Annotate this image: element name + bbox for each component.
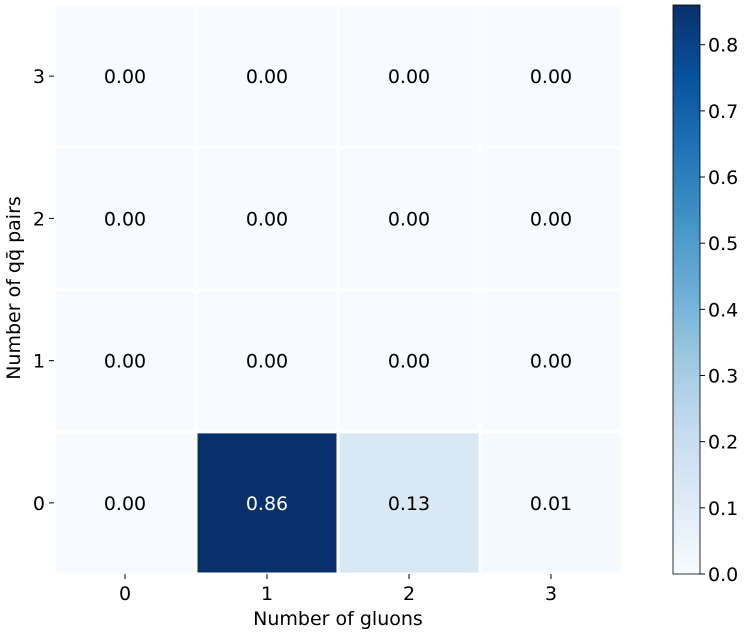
x-tick-label: 0 <box>119 583 131 605</box>
heatmap-cell <box>194 430 340 576</box>
cell-value-label: 0.01 <box>530 493 572 515</box>
colorbar-tick-label: 0.3 <box>708 366 738 388</box>
cell-value-label: 0.00 <box>530 351 572 373</box>
cell-value-label: 0.00 <box>246 66 288 88</box>
colorbar-gradient <box>672 4 701 575</box>
x-axis: 0 1 2 3 <box>119 574 557 605</box>
heatmap-cell-labels: 0.00 0.86 0.13 0.01 0.00 0.00 0.00 0.00 0.00 0.00… <box>104 66 572 515</box>
colorbar-tick-label: 0.4 <box>708 299 738 321</box>
heatmap-cell <box>478 288 624 434</box>
cell-value-label: 0.00 <box>530 66 572 88</box>
y-tick-label: 1 <box>33 351 45 373</box>
heatmap-cell <box>478 430 624 576</box>
cell-value-label: 0.00 <box>104 208 146 230</box>
cell-value-label: 0.00 <box>530 208 572 230</box>
heatmap-cell <box>336 288 482 434</box>
cell-value-label: 0.00 <box>104 493 146 515</box>
colorbar: 0.0 0.1 0.2 0.3 0.4 0.5 0.6 0.7 0.8 <box>672 4 738 586</box>
x-tick-label: 3 <box>545 583 557 605</box>
cell-value-label: 0.86 <box>246 493 288 515</box>
colorbar-tick-label: 0.5 <box>708 233 738 255</box>
cell-value-label: 0.00 <box>246 351 288 373</box>
colorbar-tick-label: 0.0 <box>708 564 738 586</box>
x-axis-label: Number of gluons <box>253 608 423 630</box>
x-tick-label: 1 <box>261 583 273 605</box>
colorbar-ticks: 0.0 0.1 0.2 0.3 0.4 0.5 0.6 0.7 0.8 <box>700 35 738 586</box>
cell-value-label: 0.00 <box>388 208 430 230</box>
y-tick-label: 3 <box>33 66 45 88</box>
colorbar-tick-label: 0.7 <box>708 101 738 123</box>
colorbar-tick-label: 0.2 <box>708 432 738 454</box>
heatmap-cell <box>52 288 198 434</box>
heatmap-cell <box>478 145 624 291</box>
x-tick-label: 2 <box>403 583 415 605</box>
cell-value-label: 0.00 <box>246 208 288 230</box>
heatmap-cell <box>52 3 198 149</box>
colorbar-tick-label: 0.8 <box>708 35 738 57</box>
cell-value-label: 0.00 <box>104 351 146 373</box>
cell-value-label: 0.00 <box>388 66 430 88</box>
y-tick-label: 2 <box>33 208 45 230</box>
colorbar-tick-label: 0.1 <box>708 498 738 520</box>
cell-value-label: 0.13 <box>388 493 430 515</box>
colorbar-tick-label: 0.6 <box>708 167 738 189</box>
cell-value-label: 0.00 <box>388 351 430 373</box>
heatmap-cell <box>478 3 624 149</box>
y-axis: 0 1 2 3 <box>33 66 54 515</box>
heatmap-cells <box>52 3 624 576</box>
y-tick-label: 0 <box>33 493 45 515</box>
heatmap-cell <box>194 3 340 149</box>
heatmap-cell <box>194 145 340 291</box>
cell-value-label: 0.00 <box>104 66 146 88</box>
heatmap-cell <box>194 288 340 434</box>
y-axis-label: Number of qq̄ pairs <box>3 196 25 380</box>
heatmap-cell <box>52 430 198 576</box>
